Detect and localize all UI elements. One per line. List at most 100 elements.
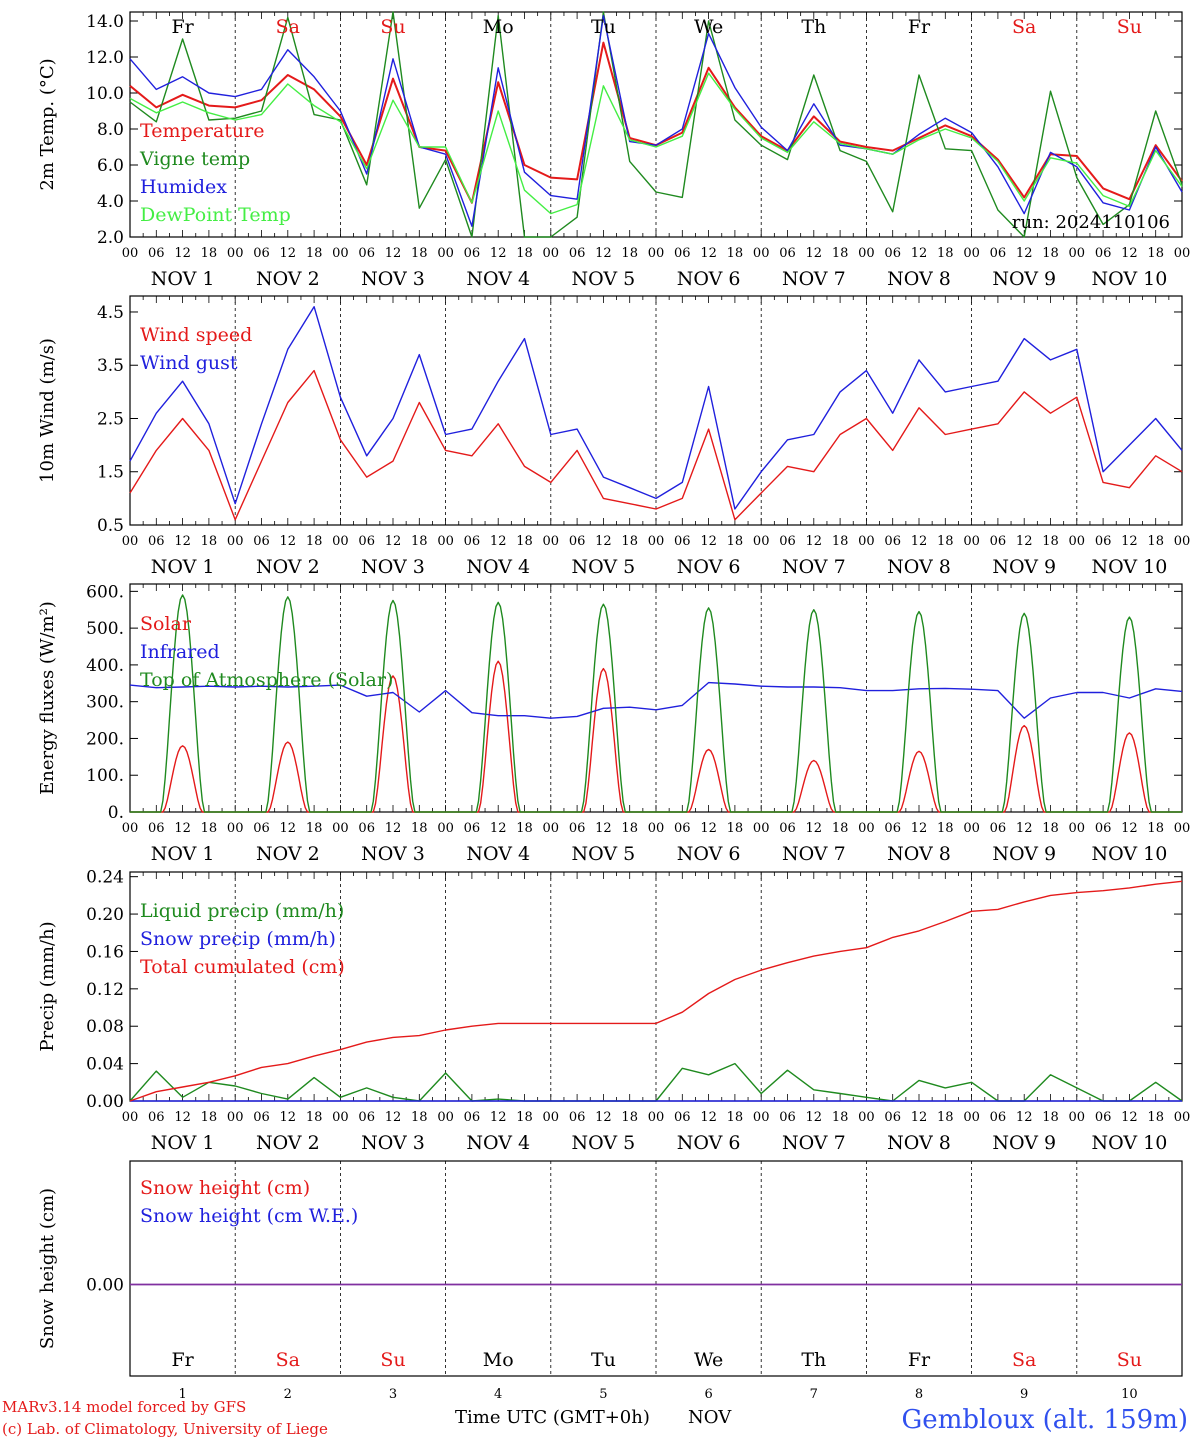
x-axis-month: NOV bbox=[688, 1407, 732, 1428]
y-tick-label: 0.12 bbox=[86, 980, 124, 1000]
date-label: NOV 4 bbox=[466, 556, 530, 578]
hour-label: 12 bbox=[1016, 534, 1033, 549]
hour-label: 00 bbox=[1069, 821, 1086, 836]
hour-label: 06 bbox=[464, 246, 481, 261]
hour-label: 12 bbox=[174, 534, 191, 549]
date-label: NOV 3 bbox=[361, 843, 425, 865]
day-name: Sa bbox=[276, 16, 300, 38]
hour-label: 00 bbox=[332, 534, 349, 549]
date-label: NOV 1 bbox=[151, 556, 215, 578]
hour-label: 00 bbox=[753, 1110, 770, 1125]
y-tick-label: 500. bbox=[86, 619, 124, 639]
hour-label: 06 bbox=[990, 821, 1007, 836]
hour-label: 00 bbox=[1069, 534, 1086, 549]
hour-label: 18 bbox=[832, 246, 849, 261]
date-label: NOV 5 bbox=[572, 1132, 636, 1154]
hour-label: 12 bbox=[911, 246, 928, 261]
hour-label: 12 bbox=[280, 1110, 297, 1125]
hour-label: 12 bbox=[595, 246, 612, 261]
y-tick-label: 8.0 bbox=[97, 120, 124, 140]
hour-label: 12 bbox=[1016, 821, 1033, 836]
day-name: Su bbox=[1117, 1349, 1142, 1371]
hour-label: 00 bbox=[963, 821, 980, 836]
hour-label: 12 bbox=[595, 1110, 612, 1125]
legend-entry: DewPoint Temp bbox=[140, 204, 291, 226]
hour-label: 00 bbox=[332, 1110, 349, 1125]
y-axis-label: Precip (mm/h) bbox=[37, 921, 58, 1051]
hour-label: 00 bbox=[227, 821, 244, 836]
hour-label: 18 bbox=[411, 534, 428, 549]
hour-label: 06 bbox=[148, 246, 165, 261]
hour-label: 18 bbox=[411, 1110, 428, 1125]
location-label: Gembloux (alt. 159m) bbox=[902, 1405, 1188, 1435]
day-name: Su bbox=[380, 16, 405, 38]
y-tick-label: 14.0 bbox=[86, 12, 124, 32]
day-name: We bbox=[694, 16, 723, 38]
date-label: NOV 6 bbox=[677, 1132, 741, 1154]
hour-label: 00 bbox=[122, 821, 139, 836]
y-tick-label: 4.0 bbox=[97, 192, 124, 212]
hour-label: 06 bbox=[779, 1110, 796, 1125]
hour-label: 00 bbox=[543, 246, 560, 261]
hour-label: 06 bbox=[674, 246, 691, 261]
series-line-blue bbox=[129, 306, 1183, 510]
date-label: NOV 9 bbox=[992, 556, 1056, 578]
run-annotation: run: 2024110106 bbox=[1012, 212, 1170, 233]
hour-label: 06 bbox=[884, 534, 901, 549]
day-number: 8 bbox=[915, 1387, 923, 1402]
lab-credit: (c) Lab. of Climatology, University of L… bbox=[2, 1420, 328, 1438]
y-tick-label: 12.0 bbox=[86, 48, 124, 68]
date-label: NOV 4 bbox=[466, 1132, 530, 1154]
day-number: 3 bbox=[389, 1387, 397, 1402]
legend-entry: Liquid precip (mm/h) bbox=[140, 900, 344, 922]
hour-label: 06 bbox=[779, 534, 796, 549]
hour-label: 06 bbox=[1095, 1110, 1112, 1125]
hour-label: 00 bbox=[963, 246, 980, 261]
day-number: 9 bbox=[1020, 1387, 1028, 1402]
hour-label: 12 bbox=[806, 821, 823, 836]
hour-label: 12 bbox=[806, 246, 823, 261]
date-label: NOV 6 bbox=[677, 843, 741, 865]
y-tick-label: 600. bbox=[86, 582, 124, 602]
hour-label: 18 bbox=[201, 534, 218, 549]
series-line-blue bbox=[129, 681, 1183, 719]
date-label: NOV 10 bbox=[1091, 268, 1167, 290]
date-label: NOV 8 bbox=[887, 556, 951, 578]
hour-label: 06 bbox=[884, 1110, 901, 1125]
hour-label: 06 bbox=[674, 821, 691, 836]
hour-label: 18 bbox=[201, 1110, 218, 1125]
hour-label: 18 bbox=[516, 1110, 533, 1125]
hour-label: 12 bbox=[385, 534, 402, 549]
hour-label: 12 bbox=[700, 534, 717, 549]
hour-label: 06 bbox=[884, 821, 901, 836]
y-tick-label: 0.5 bbox=[97, 516, 124, 536]
date-label: NOV 7 bbox=[782, 268, 846, 290]
y-tick-label: 10.0 bbox=[86, 84, 124, 104]
hour-label: 12 bbox=[174, 1110, 191, 1125]
hour-label: 12 bbox=[490, 821, 507, 836]
panel-1: 2.0 4.0 6.0 8.0 10.0 12.0 14.0 2m Temp. (°C) 00 0… bbox=[37, 11, 1190, 290]
day-name: Mo bbox=[483, 16, 514, 38]
hour-label: 18 bbox=[1147, 246, 1164, 261]
date-label: NOV 9 bbox=[992, 268, 1056, 290]
date-label: NOV 8 bbox=[887, 843, 951, 865]
date-label: NOV 3 bbox=[361, 268, 425, 290]
day-name: Mo bbox=[483, 1349, 514, 1371]
y-tick-label: 0.00 bbox=[86, 1276, 124, 1296]
day-name: Th bbox=[801, 16, 826, 38]
hour-label: 12 bbox=[700, 821, 717, 836]
date-label: NOV 4 bbox=[466, 843, 530, 865]
hour-label: 00 bbox=[753, 821, 770, 836]
hour-label: 00 bbox=[437, 821, 454, 836]
hour-label: 06 bbox=[569, 1110, 586, 1125]
hour-label: 12 bbox=[911, 1110, 928, 1125]
hour-label: 12 bbox=[700, 1110, 717, 1125]
hour-label: 12 bbox=[385, 821, 402, 836]
day-name: Th bbox=[801, 1349, 826, 1371]
hour-label: 00 bbox=[753, 534, 770, 549]
hour-label: 00 bbox=[858, 246, 875, 261]
date-label: NOV 3 bbox=[361, 1132, 425, 1154]
hour-label: 18 bbox=[621, 1110, 638, 1125]
hour-label: 18 bbox=[937, 246, 954, 261]
legend-entry: Solar bbox=[140, 613, 192, 635]
